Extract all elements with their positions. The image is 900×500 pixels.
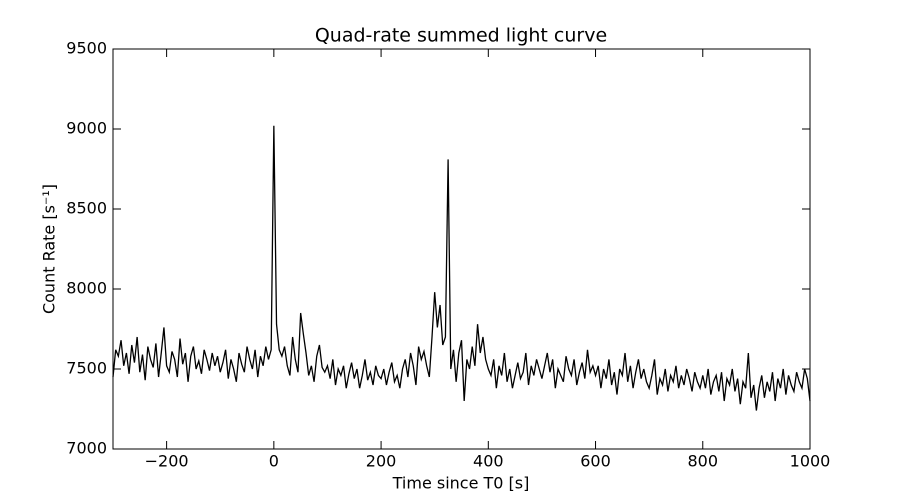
y-tick-label: 7000 — [66, 439, 107, 458]
plot-frame — [112, 48, 811, 450]
y-tick-label: 8500 — [66, 199, 107, 218]
x-tick-label: 600 — [580, 452, 611, 471]
x-tick-label: 0 — [269, 452, 279, 471]
y-tick-label: 7500 — [66, 359, 107, 378]
y-tick-label: 8000 — [66, 279, 107, 298]
x-tick-label: 200 — [366, 452, 397, 471]
chart-title: Quad-rate summed light curve — [315, 25, 607, 47]
x-tick-label: 1000 — [790, 452, 831, 471]
x-axis-label: Time since T0 [s] — [392, 474, 530, 493]
y-axis-label: Count Rate [s⁻¹] — [40, 184, 59, 314]
x-tick-label: 400 — [473, 452, 504, 471]
data-line — [112, 125, 811, 411]
x-tick-label: 800 — [687, 452, 718, 471]
y-tick-label: 9000 — [66, 119, 107, 138]
y-tick-label: 9500 — [66, 39, 107, 58]
x-tick-label: −200 — [145, 452, 189, 471]
